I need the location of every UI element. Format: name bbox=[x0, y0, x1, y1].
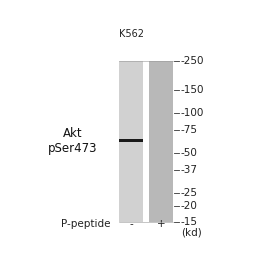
Text: -100: -100 bbox=[181, 108, 204, 118]
Text: -150: -150 bbox=[181, 85, 204, 95]
Text: -: - bbox=[129, 219, 133, 229]
Text: -15: -15 bbox=[181, 217, 198, 227]
Text: +: + bbox=[157, 219, 165, 229]
Bar bbox=[149, 61, 173, 222]
Bar bbox=[119, 61, 143, 222]
Text: P-peptide: P-peptide bbox=[61, 219, 110, 229]
Text: -250: -250 bbox=[181, 56, 204, 66]
Text: -50: -50 bbox=[181, 148, 198, 158]
Text: -37: -37 bbox=[181, 165, 198, 175]
Text: -20: -20 bbox=[181, 201, 198, 211]
Bar bbox=[119, 139, 143, 142]
Text: -25: -25 bbox=[181, 188, 198, 198]
Text: Akt
pSer473: Akt pSer473 bbox=[48, 127, 98, 155]
Text: -75: -75 bbox=[181, 125, 198, 135]
Text: (kd): (kd) bbox=[181, 227, 201, 237]
Text: K562: K562 bbox=[119, 29, 144, 39]
